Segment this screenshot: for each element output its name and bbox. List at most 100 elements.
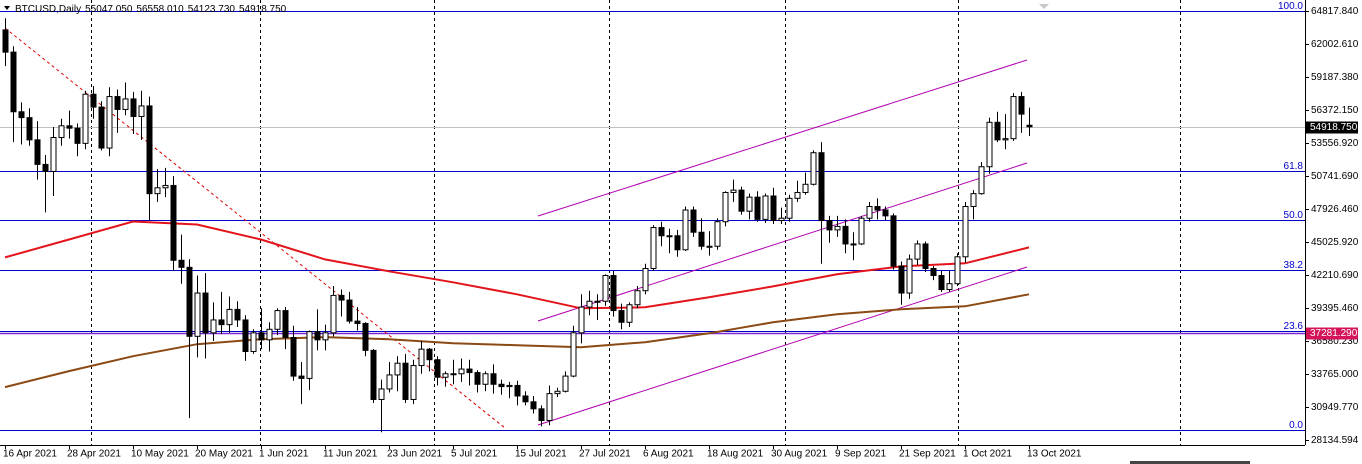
candle-body [978, 166, 985, 195]
candle-body [394, 362, 401, 376]
candle-body [770, 195, 777, 222]
candles [2, 18, 1033, 433]
candle-body [490, 373, 497, 385]
x-tick-label: 13 Oct 2021 [1027, 449, 1082, 460]
candle-body [634, 290, 641, 306]
candle-body [482, 373, 489, 385]
candle-body [458, 368, 465, 375]
candle-body [386, 374, 393, 390]
fib-label: 50.0 [1284, 210, 1304, 221]
price-label: 37281.290 [1310, 328, 1358, 339]
y-tick-label: 30949.770 [1311, 402, 1359, 413]
candle-body [962, 206, 969, 258]
y-tick-label: 33765.000 [1311, 369, 1359, 380]
candle-body [362, 322, 369, 351]
y-tick-label: 28134.594 [1311, 435, 1359, 446]
candle-body [522, 395, 529, 403]
candle-body [970, 193, 977, 208]
candle-body [674, 235, 681, 251]
candle-body [426, 348, 433, 361]
candle-body [602, 275, 609, 302]
candle-body [538, 408, 545, 422]
x-tick-label: 28 Apr 2021 [67, 449, 121, 460]
candle-body [234, 308, 241, 321]
candle-body [290, 336, 297, 377]
candle-body [994, 121, 1001, 141]
candle-body [578, 306, 585, 334]
x-tick-label: 20 May 2021 [195, 449, 253, 460]
candle-body [10, 51, 17, 113]
candle-body [226, 308, 233, 326]
candle-body [378, 388, 385, 400]
candle-body [594, 300, 601, 303]
candle-body [562, 375, 569, 392]
candle-body [178, 259, 185, 268]
header: BTCUSD,Daily 55047.050 56558.010 54123.730 5… [4, 4, 287, 15]
candle-body [106, 96, 113, 149]
candle-body [146, 105, 153, 195]
candle-body [58, 125, 65, 139]
x-tick-label: 9 Sep 2021 [835, 449, 887, 460]
candle-body [114, 96, 121, 110]
candle-body [210, 319, 217, 334]
candle-body [330, 294, 337, 334]
candle-body [410, 365, 417, 400]
candle-body [682, 209, 689, 251]
candle-body [642, 267, 649, 292]
moving-average [4, 293, 1030, 389]
price-label-box [1306, 327, 1358, 340]
x-tick-label: 18 Aug 2021 [707, 449, 764, 460]
candle-body [666, 235, 673, 238]
candle-body [474, 372, 481, 385]
candle-body [874, 206, 881, 211]
fib-label: 100.0 [1278, 1, 1303, 12]
candle-body [282, 310, 289, 338]
candle-body [714, 221, 721, 247]
x-tick-label: 21 Sep 2021 [899, 449, 956, 460]
candle-body [98, 106, 105, 149]
candle-body [842, 225, 849, 245]
candle-body [890, 215, 897, 267]
x-tick-label: 23 Jun 2021 [387, 449, 442, 460]
candle-body [186, 266, 193, 337]
candle-body [802, 183, 809, 193]
candle-body [402, 362, 409, 400]
candle-body [858, 217, 865, 245]
header-open: 55047.050 [85, 4, 133, 15]
candle-body [354, 320, 361, 324]
candle-body [554, 390, 561, 395]
candle-body [1026, 124, 1033, 128]
candle-body [810, 152, 817, 185]
price-label-box [1306, 121, 1358, 134]
candle-body [194, 292, 201, 337]
y-tick-label: 56372.150 [1311, 105, 1359, 116]
candle-body [922, 243, 929, 269]
candle-body [442, 373, 449, 378]
x-tick-label: 30 Aug 2021 [771, 449, 828, 460]
candle-body [1010, 96, 1017, 140]
candle-body [746, 196, 753, 212]
scrollbar[interactable] [1130, 461, 1250, 464]
x-tick-label: 5 Jul 2021 [451, 449, 498, 460]
candle-body [1018, 96, 1025, 115]
header-close: 54918.750 [239, 4, 287, 15]
candle-body [42, 163, 49, 172]
candle-body [138, 105, 145, 117]
y-tick-label: 50741.690 [1311, 171, 1359, 182]
candle-body [170, 184, 177, 261]
candle-body [434, 359, 441, 378]
candle-body [834, 225, 841, 231]
candle-body [266, 328, 273, 341]
drawings [4, 27, 1028, 429]
candle-body [722, 191, 729, 223]
candle-body [754, 196, 761, 220]
y-tick-label: 45025.920 [1311, 237, 1359, 248]
y-tick-label: 36580.230 [1311, 336, 1359, 347]
x-tick-label: 1 Oct 2021 [963, 449, 1012, 460]
candle-body [34, 139, 41, 165]
candle-body [2, 29, 9, 53]
fib-label: 23.6 [1284, 321, 1304, 332]
candle-body [450, 373, 457, 376]
